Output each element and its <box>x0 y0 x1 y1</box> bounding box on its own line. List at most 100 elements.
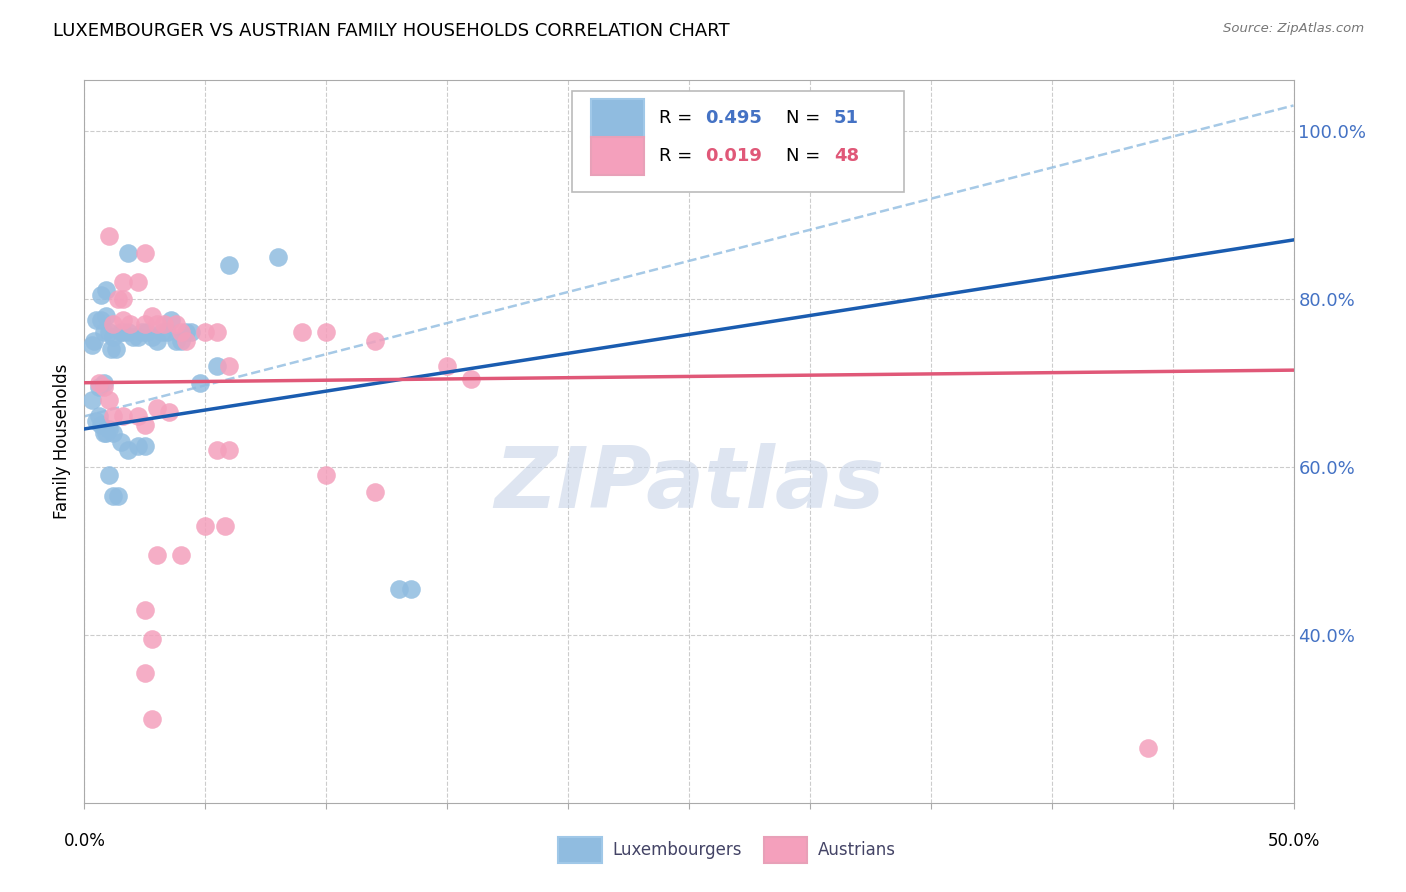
Point <box>112 326 135 340</box>
Text: 48: 48 <box>834 147 859 165</box>
Point <box>146 548 169 562</box>
Point <box>170 326 193 340</box>
Point <box>97 392 120 407</box>
Point <box>315 326 337 340</box>
Point <box>1137 741 1160 756</box>
Point <box>207 326 229 340</box>
Point <box>460 371 482 385</box>
Point <box>207 359 229 373</box>
Point <box>107 292 129 306</box>
Point <box>170 548 193 562</box>
Text: 0.019: 0.019 <box>704 147 762 165</box>
Point <box>86 413 108 427</box>
Point <box>121 329 143 343</box>
Point <box>174 326 197 340</box>
Point <box>399 582 422 596</box>
Point <box>83 334 105 348</box>
Point <box>93 376 115 390</box>
Point <box>117 326 139 340</box>
Text: Luxembourgers: Luxembourgers <box>613 841 742 859</box>
Point <box>190 376 212 390</box>
Point <box>180 326 202 340</box>
Point <box>127 409 149 424</box>
Point <box>160 312 183 326</box>
Point <box>103 489 125 503</box>
Point <box>436 359 458 373</box>
Point <box>267 250 290 264</box>
Point <box>141 632 163 646</box>
FancyBboxPatch shape <box>591 99 644 136</box>
Point <box>94 283 117 297</box>
Point <box>218 359 240 373</box>
Point <box>214 518 236 533</box>
Point <box>94 309 117 323</box>
Point <box>165 317 187 331</box>
Point <box>86 312 108 326</box>
Point <box>120 317 142 331</box>
Point <box>112 312 135 326</box>
Point <box>363 334 385 348</box>
Point <box>194 518 217 533</box>
Point <box>146 401 169 415</box>
Point <box>112 292 135 306</box>
Point <box>87 380 110 394</box>
Text: R =: R = <box>659 147 697 165</box>
Point <box>134 417 156 432</box>
Text: 51: 51 <box>834 109 859 127</box>
Point <box>136 326 159 340</box>
Point <box>104 342 127 356</box>
Text: 0.495: 0.495 <box>704 109 762 127</box>
Text: Source: ZipAtlas.com: Source: ZipAtlas.com <box>1223 22 1364 36</box>
Point <box>117 245 139 260</box>
Point <box>146 317 169 331</box>
Point <box>110 326 132 340</box>
Point <box>134 439 156 453</box>
Point <box>110 434 132 449</box>
Point <box>90 417 112 432</box>
Point <box>90 287 112 301</box>
Point <box>80 392 103 407</box>
FancyBboxPatch shape <box>558 837 602 863</box>
Point <box>93 426 115 441</box>
Point <box>112 275 135 289</box>
Point <box>218 258 240 272</box>
Point <box>174 334 197 348</box>
Text: R =: R = <box>659 109 697 127</box>
Point <box>103 329 125 343</box>
Point <box>134 317 156 331</box>
Text: LUXEMBOURGER VS AUSTRIAN FAMILY HOUSEHOLDS CORRELATION CHART: LUXEMBOURGER VS AUSTRIAN FAMILY HOUSEHOL… <box>53 22 730 40</box>
Point <box>134 245 156 260</box>
Text: 0.0%: 0.0% <box>63 831 105 850</box>
Point <box>80 338 103 352</box>
Point <box>97 326 120 340</box>
FancyBboxPatch shape <box>591 137 644 175</box>
Point <box>103 409 125 424</box>
Point <box>157 405 180 419</box>
Point <box>107 489 129 503</box>
Text: N =: N = <box>786 109 825 127</box>
Point <box>100 342 122 356</box>
Point <box>97 468 120 483</box>
Point <box>141 329 163 343</box>
Point <box>93 326 115 340</box>
Point <box>97 422 120 436</box>
Point <box>117 442 139 457</box>
Point <box>87 409 110 424</box>
Point <box>93 380 115 394</box>
Y-axis label: Family Households: Family Households <box>53 364 72 519</box>
Point <box>112 409 135 424</box>
Point <box>291 326 314 340</box>
Point <box>103 317 125 331</box>
Point <box>150 326 173 340</box>
Text: Austrians: Austrians <box>818 841 896 859</box>
Point <box>87 376 110 390</box>
Point <box>170 334 193 348</box>
Point <box>90 312 112 326</box>
Point <box>141 309 163 323</box>
Point <box>141 712 163 726</box>
Point <box>218 442 240 457</box>
Point <box>315 468 337 483</box>
Point <box>97 228 120 243</box>
Point <box>131 326 153 340</box>
Point <box>103 426 125 441</box>
